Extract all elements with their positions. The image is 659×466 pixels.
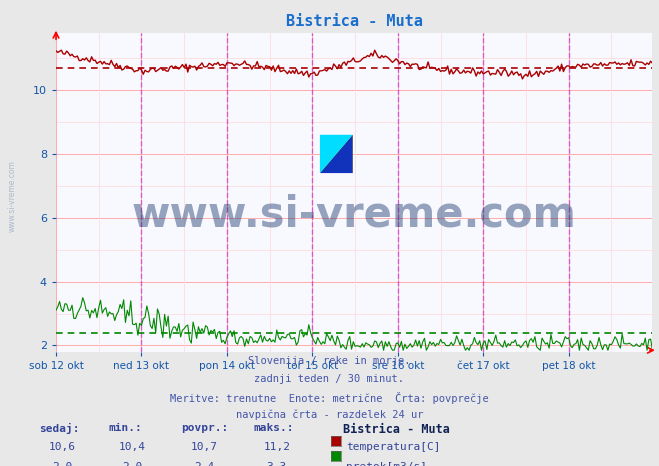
Polygon shape bbox=[320, 135, 353, 173]
Text: Meritve: trenutne  Enote: metrične  Črta: povprečje: Meritve: trenutne Enote: metrične Črta: … bbox=[170, 392, 489, 404]
Text: www.si-vreme.com: www.si-vreme.com bbox=[8, 160, 17, 232]
Text: Bistrica - Muta: Bistrica - Muta bbox=[343, 423, 449, 436]
FancyBboxPatch shape bbox=[320, 135, 353, 173]
Text: www.si-vreme.com: www.si-vreme.com bbox=[132, 193, 577, 236]
Text: 10,4: 10,4 bbox=[119, 442, 145, 452]
Text: min.:: min.: bbox=[109, 423, 142, 432]
Text: 2,0: 2,0 bbox=[53, 462, 72, 466]
Text: pretok[m3/s]: pretok[m3/s] bbox=[346, 462, 427, 466]
Text: maks.:: maks.: bbox=[254, 423, 294, 432]
Text: 10,6: 10,6 bbox=[49, 442, 76, 452]
Text: 2,4: 2,4 bbox=[194, 462, 214, 466]
Polygon shape bbox=[320, 135, 353, 173]
Text: sedaj:: sedaj: bbox=[40, 423, 80, 434]
Title: Bistrica - Muta: Bistrica - Muta bbox=[286, 14, 422, 29]
Text: povpr.:: povpr.: bbox=[181, 423, 229, 432]
Text: temperatura[C]: temperatura[C] bbox=[346, 442, 440, 452]
Text: 3,3: 3,3 bbox=[267, 462, 287, 466]
Text: navpična črta - razdelek 24 ur: navpična črta - razdelek 24 ur bbox=[236, 410, 423, 420]
Text: zadnji teden / 30 minut.: zadnji teden / 30 minut. bbox=[254, 374, 405, 384]
Text: 10,7: 10,7 bbox=[191, 442, 217, 452]
Text: Slovenija / reke in morje.: Slovenija / reke in morje. bbox=[248, 356, 411, 366]
Text: 2,0: 2,0 bbox=[122, 462, 142, 466]
Text: 11,2: 11,2 bbox=[264, 442, 290, 452]
